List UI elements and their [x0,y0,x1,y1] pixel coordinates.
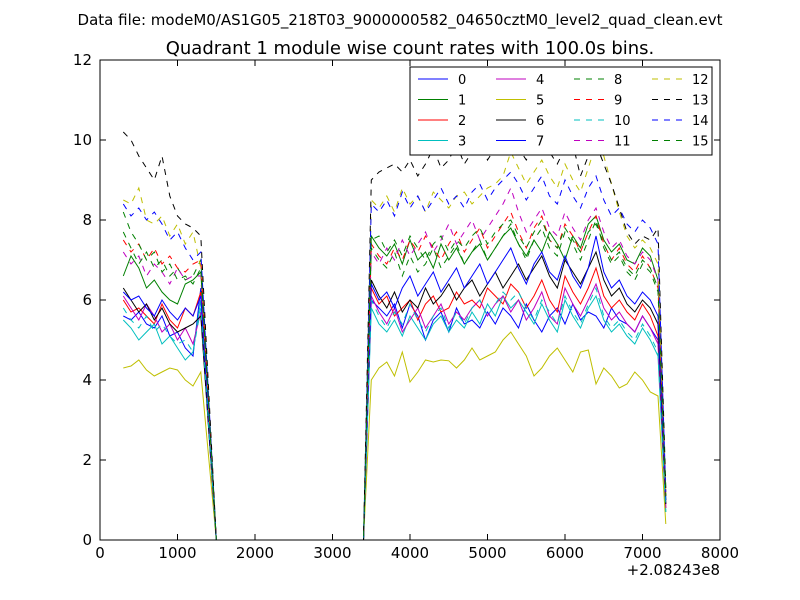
legend-label-7: 7 [536,135,544,150]
x-tick-label-8: 8000 [701,544,739,562]
legend-label-14: 14 [692,114,709,129]
series-line-13 [122,127,667,541]
y-tick-label-5: 10 [73,131,92,149]
x-tick-label-3: 3000 [313,544,351,562]
plot-frame [99,59,721,541]
x-tick-label-5: 5000 [468,544,506,562]
x-tick-label-2: 2000 [236,544,274,562]
y-tick-label-1: 2 [82,451,92,469]
series-line-7 [122,235,667,541]
legend-label-10: 10 [614,114,631,129]
legend-label-2: 2 [458,114,466,129]
y-tick-label-3: 6 [82,291,92,309]
legend-label-5: 5 [536,94,544,109]
series-line-8 [122,218,667,541]
x-tick-label-6: 6000 [546,544,584,562]
legend-label-9: 9 [614,94,622,109]
legend-label-15: 15 [692,135,709,150]
y-tick-label-2: 4 [82,371,92,389]
legend-label-0: 0 [458,73,466,88]
x-tick-label-1: 1000 [158,544,196,562]
series-line-0 [123,287,667,541]
axes-layer: 0 1000 2000 3000 4000 5000 6000 7000 80000246810… [73,51,739,562]
series-line-6 [122,250,667,541]
y-tick-label-6: 12 [73,51,92,69]
chart-title: Quadrant 1 module wise count rates with … [166,38,655,59]
legend-label-4: 4 [536,73,544,88]
legend-label-12: 12 [692,73,709,88]
x-tick-label-0: 0 [95,544,105,562]
series-line-4 [122,282,667,541]
legend-label-3: 3 [458,135,466,150]
x-tick-label-4: 4000 [391,544,429,562]
legend-label-1: 1 [458,94,466,109]
series-line-5 [123,331,667,541]
series-line-10 [122,286,667,541]
series-line-14 [122,171,667,541]
y-tick-label-4: 8 [82,211,92,229]
legend-box [409,66,713,156]
legend-label-11: 11 [614,135,631,150]
x-tick-label-7: 7000 [623,544,661,562]
x-offset-label: +2.08243e8 [627,561,720,579]
series-line-9 [122,210,667,541]
series-line-15 [122,211,667,541]
legend-label-6: 6 [536,114,544,129]
legend-label-8: 8 [614,73,622,88]
series-line-3 [122,294,667,541]
chart-suptitle: Data file: modeM0/AS1G05_218T03_90000005… [78,11,723,30]
legend-label-13: 13 [692,94,709,109]
y-tick-label-0: 0 [82,531,92,549]
series-line-11 [122,186,667,541]
